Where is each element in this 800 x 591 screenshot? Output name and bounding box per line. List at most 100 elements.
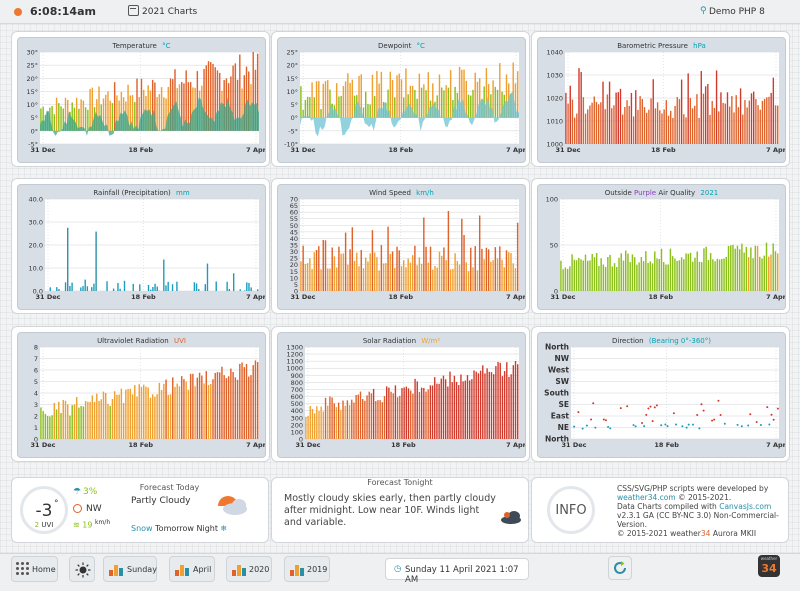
- bar: [67, 404, 69, 439]
- bar: [315, 81, 318, 118]
- bar: [628, 106, 630, 144]
- uv-chart: Ultraviolet Radiation UVI 8 7 6 5 4 3 2 1 031 Dec…: [31, 337, 265, 449]
- refresh-button[interactable]: [608, 556, 632, 580]
- bar: [142, 89, 145, 131]
- chart-title: Direction (Bearing 0°-360°): [612, 337, 711, 345]
- bar: [595, 253, 598, 291]
- date-text: Sunday 11 April 2021 1:07 AM: [405, 565, 519, 585]
- bar: [768, 96, 770, 144]
- bar: [456, 260, 459, 291]
- bar: [118, 100, 120, 131]
- bar: [738, 249, 741, 291]
- bar: [734, 248, 736, 291]
- april-charts-button[interactable]: April: [169, 556, 215, 582]
- canvasjs-link[interactable]: CanvasJs.com: [719, 502, 772, 511]
- bar: [189, 82, 192, 131]
- bar: [327, 268, 329, 291]
- year-2020-charts-button[interactable]: 2020: [226, 556, 272, 582]
- y-tick-label: -5°: [288, 127, 298, 135]
- data-point: [696, 413, 699, 416]
- bar: [694, 105, 696, 144]
- sunday-charts-button[interactable]: Sunday: [103, 556, 157, 582]
- bar: [643, 107, 646, 144]
- data-point: [602, 418, 605, 421]
- bar: [715, 70, 718, 144]
- bar: [309, 97, 311, 118]
- bar: [160, 87, 163, 131]
- bar: [411, 255, 414, 291]
- bar: [340, 253, 342, 291]
- bar: [463, 235, 465, 291]
- data-point: [681, 425, 684, 428]
- bar: [487, 84, 490, 118]
- bar: [463, 69, 465, 118]
- bar: [470, 95, 472, 118]
- bar: [86, 286, 89, 291]
- bar: [725, 256, 728, 291]
- bar: [757, 105, 759, 144]
- bar: [438, 74, 441, 118]
- bar: [735, 95, 737, 144]
- data-point: [645, 413, 648, 416]
- bar: [407, 258, 409, 291]
- bar: [234, 377, 237, 439]
- bar: [369, 104, 371, 118]
- bar: [194, 386, 196, 439]
- bar: [466, 375, 469, 439]
- weather34-logo[interactable]: weather 34: [758, 555, 780, 577]
- y-tick-label: 30°: [26, 49, 38, 57]
- bar: [587, 260, 589, 291]
- bar: [400, 266, 403, 291]
- bar: [373, 252, 376, 291]
- bar: [192, 373, 194, 439]
- bar: [223, 375, 225, 439]
- cloudy-night-icon: [501, 511, 521, 524]
- bar: [75, 397, 78, 439]
- uv-chart-card: Ultraviolet Radiation UVI 8 7 6 5 4 3 2 1 0 31 Dec…: [11, 326, 270, 462]
- bar: [492, 260, 494, 291]
- bar: [49, 416, 51, 439]
- x-tick-label: 18 Feb: [648, 293, 673, 301]
- y-tick-label: North: [545, 435, 569, 444]
- bar: [232, 371, 234, 439]
- bar: [576, 113, 578, 144]
- bar: [387, 226, 389, 291]
- bar: [669, 248, 672, 291]
- bar: [105, 392, 107, 439]
- bar: [659, 110, 661, 144]
- bar: [106, 281, 108, 291]
- data-point: [626, 405, 629, 408]
- bar: [591, 254, 593, 291]
- bar: [196, 377, 199, 439]
- y-tick-label: 300: [291, 414, 303, 422]
- bar: [241, 88, 243, 131]
- bar: [467, 94, 470, 118]
- data-point: [655, 404, 658, 407]
- bar: [139, 284, 141, 291]
- bar: [369, 253, 371, 291]
- bar: [663, 109, 665, 144]
- info-button[interactable]: INFO: [547, 486, 595, 534]
- bar: [254, 69, 257, 131]
- bar: [307, 415, 309, 439]
- bar: [239, 54, 241, 131]
- bar: [680, 79, 683, 144]
- bar: [645, 251, 647, 291]
- bar: [569, 266, 571, 291]
- theme-toggle-button[interactable]: [69, 556, 95, 582]
- uvi-value: 2: [34, 521, 40, 529]
- weather34-link[interactable]: weather34.com: [617, 493, 676, 502]
- y-tick-label: 45: [290, 228, 298, 236]
- data-point: [581, 427, 584, 430]
- site-name[interactable]: Demo PHP 8: [709, 7, 765, 17]
- year-2019-charts-button[interactable]: 2019: [284, 556, 330, 582]
- y-tick-label: 5: [34, 378, 38, 386]
- bar: [427, 389, 429, 439]
- y-tick-label: 5: [294, 281, 298, 289]
- bar: [402, 97, 405, 118]
- bar: [696, 251, 698, 291]
- bar: [626, 100, 628, 144]
- home-button[interactable]: Home: [11, 556, 58, 582]
- bar: [452, 268, 454, 291]
- y-tick-label: 7: [34, 355, 38, 363]
